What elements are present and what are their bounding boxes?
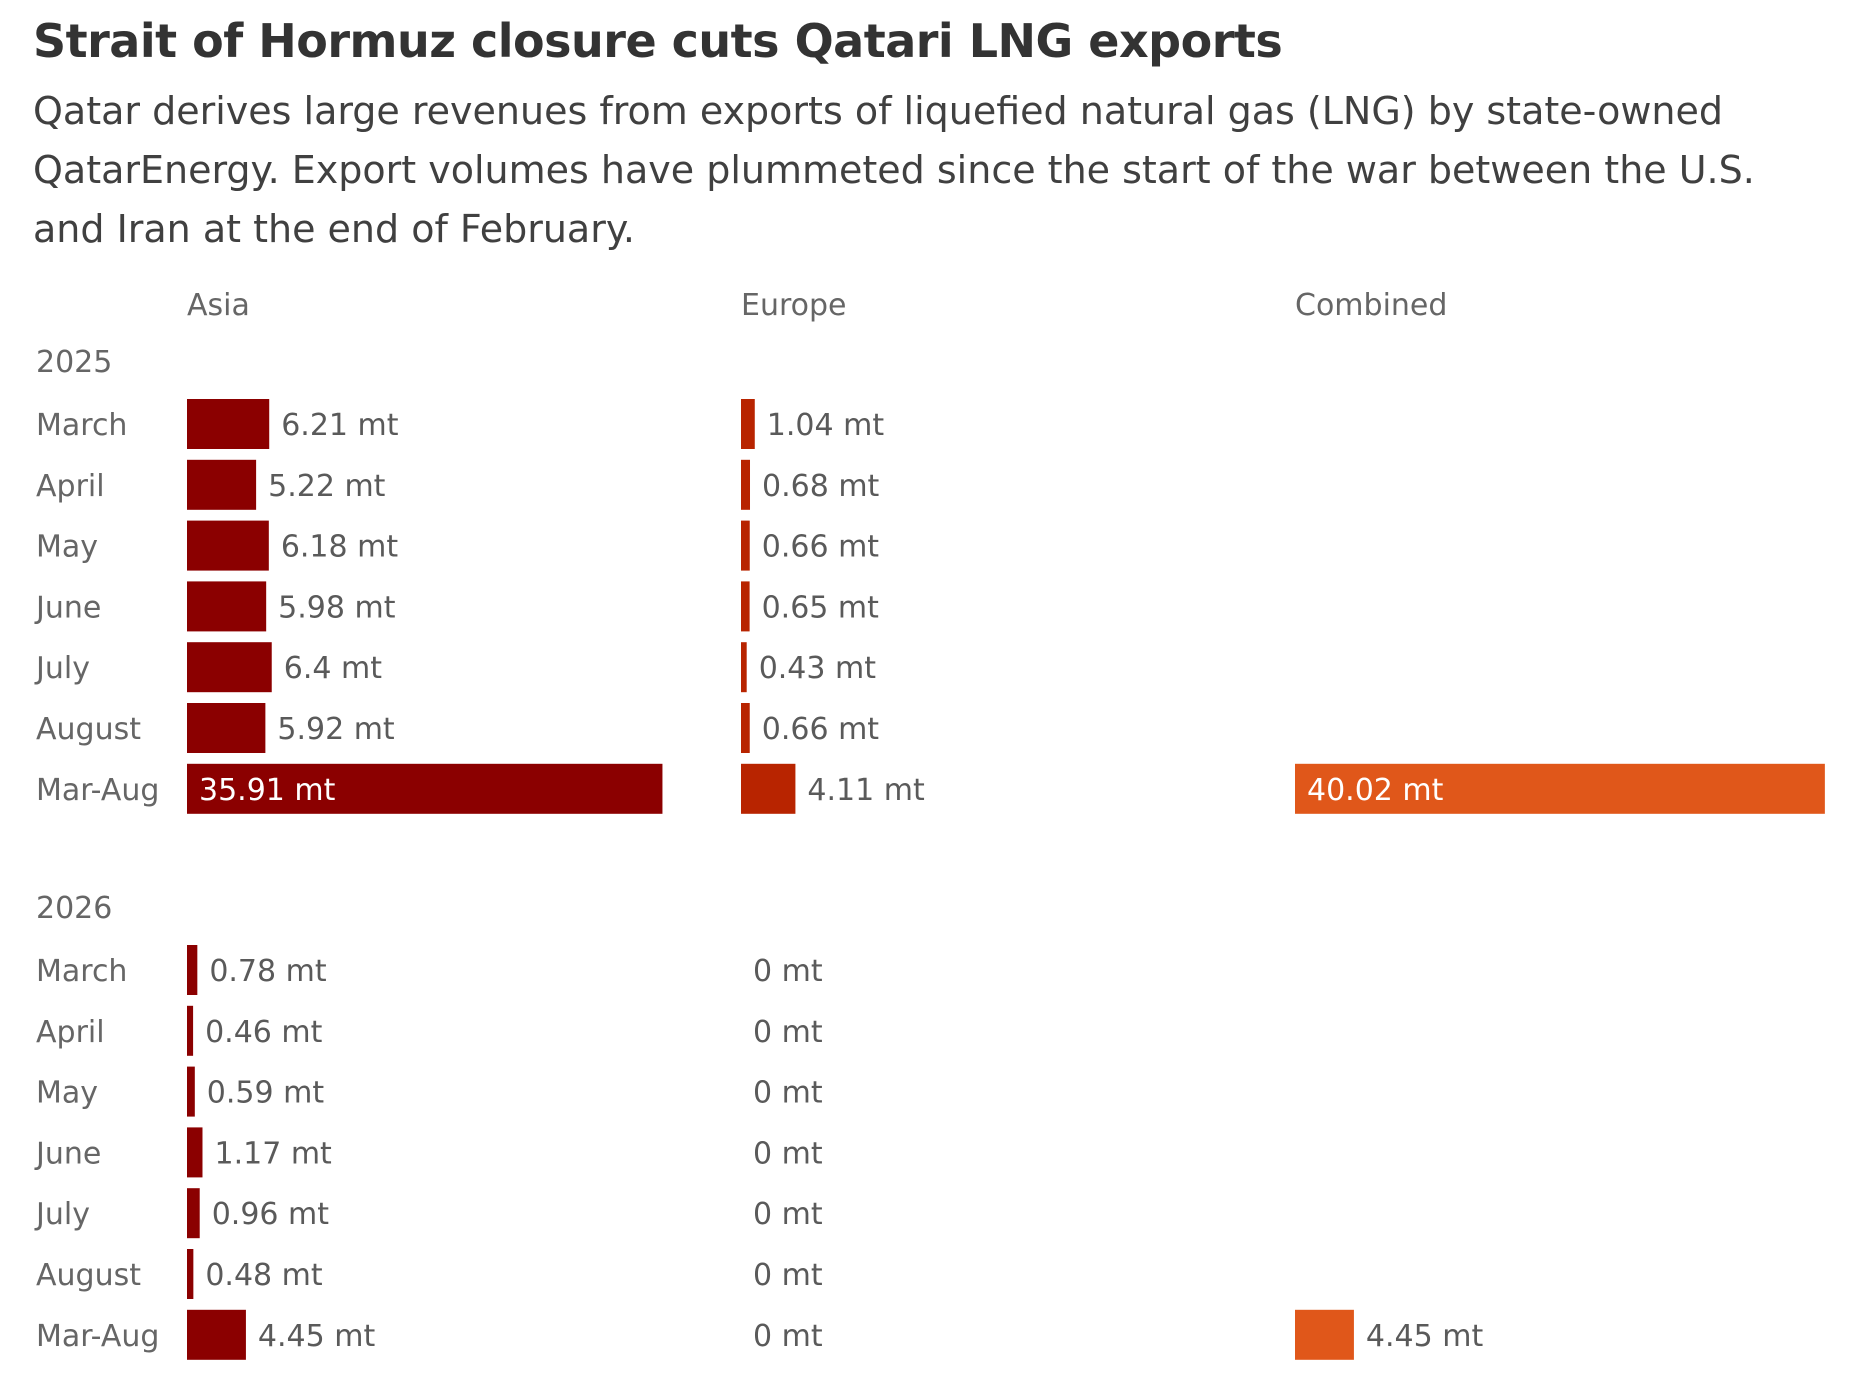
value-label-combined-2025-mar-aug: 40.02 mt — [1307, 773, 1444, 808]
value-label-asia-2026-july: 0.96 mt — [212, 1197, 330, 1232]
value-label-asia-2026-april: 0.46 mt — [205, 1015, 323, 1050]
row-label-2026-august: August — [36, 1258, 141, 1293]
value-label-asia-2025-mar-aug: 35.91 mt — [199, 773, 336, 808]
value-label-europe-2026-march: 0 mt — [753, 954, 823, 989]
row-label-2025-july: July — [34, 651, 90, 686]
bar-asia-2025-april — [187, 459, 257, 510]
bar-asia-2025-august — [187, 703, 266, 753]
row-label-2025-march: March — [36, 408, 127, 443]
value-label-europe-2025-mar-aug: 4.11 mt — [807, 773, 925, 808]
row-label-2025-august: August — [36, 712, 141, 747]
value-label-europe-2025-july: 0.43 mt — [759, 651, 877, 686]
bar-europe-2025-july — [741, 642, 747, 693]
value-label-europe-2026-may: 0 mt — [753, 1076, 823, 1111]
value-label-asia-2025-may: 6.18 mt — [281, 530, 399, 565]
value-label-europe-2025-april: 0.68 mt — [762, 469, 880, 504]
value-label-asia-2025-august: 5.92 mt — [277, 712, 395, 747]
value-label-asia-2026-august: 0.48 mt — [205, 1258, 323, 1293]
bar-combined-2026-mar-aug — [1295, 1309, 1354, 1360]
bar-combined-2025-mar-aug — [1295, 763, 1825, 814]
row-label-2025-mar-aug: Mar-Aug — [36, 773, 159, 808]
value-label-asia-2026-march: 0.78 mt — [209, 954, 327, 989]
value-label-combined-2026-mar-aug: 4.45 mt — [1366, 1319, 1484, 1354]
value-label-europe-2025-march: 1.04 mt — [767, 408, 885, 443]
bar-asia-2025-june — [187, 581, 267, 632]
bar-europe-2025-may — [741, 520, 750, 571]
chart-title: Strait of Hormuz closure cuts Qatari LNG… — [33, 14, 1283, 68]
bar-asia-2026-may — [187, 1066, 195, 1117]
year-label-2026: 2026 — [36, 891, 112, 926]
bar-asia-2025-march — [187, 399, 270, 449]
value-label-asia-2026-may: 0.59 mt — [207, 1076, 325, 1111]
bar-asia-2025-may — [187, 520, 269, 571]
bar-europe-2025-april — [741, 459, 751, 510]
value-label-asia-2026-june: 1.17 mt — [214, 1136, 332, 1171]
column-header-combined: Combined — [1295, 288, 1447, 323]
value-label-asia-2025-march: 6.21 mt — [281, 408, 399, 443]
bar-europe-2025-august — [741, 703, 750, 753]
value-label-europe-2026-august: 0 mt — [753, 1258, 823, 1293]
row-label-2026-april: April — [36, 1015, 105, 1050]
bar-asia-2025-mar-aug — [187, 763, 663, 814]
bar-asia-2026-march — [187, 945, 198, 995]
row-label-2026-june: June — [34, 1136, 101, 1171]
bar-asia-2026-june — [187, 1127, 203, 1178]
column-header-europe: Europe — [741, 288, 847, 323]
value-label-europe-2026-june: 0 mt — [753, 1136, 823, 1171]
bar-europe-2025-mar-aug — [741, 763, 796, 814]
column-header-asia: Asia — [187, 288, 250, 323]
bar-asia-2026-august — [187, 1249, 194, 1299]
value-label-europe-2025-august: 0.66 mt — [762, 712, 880, 747]
value-label-asia-2026-mar-aug: 4.45 mt — [258, 1319, 376, 1354]
value-label-europe-2026-mar-aug: 0 mt — [753, 1319, 823, 1354]
value-label-europe-2026-july: 0 mt — [753, 1197, 823, 1232]
value-label-asia-2025-april: 5.22 mt — [268, 469, 386, 504]
row-label-2025-june: June — [34, 590, 101, 625]
row-label-2025-april: April — [36, 469, 105, 504]
bar-asia-2026-july — [187, 1188, 200, 1239]
row-label-2025-may: May — [36, 530, 98, 565]
year-label-2025: 2025 — [36, 345, 112, 380]
value-label-europe-2025-may: 0.66 mt — [762, 530, 880, 565]
value-label-europe-2025-june: 0.65 mt — [762, 590, 880, 625]
bar-europe-2025-june — [741, 581, 750, 632]
bar-europe-2025-march — [741, 399, 755, 449]
bar-asia-2026-mar-aug — [187, 1309, 246, 1360]
row-label-2026-mar-aug: Mar-Aug — [36, 1319, 159, 1354]
bar-asia-2025-july — [187, 642, 272, 693]
value-label-asia-2025-july: 6.4 mt — [284, 651, 382, 686]
bar-asia-2026-april — [187, 1005, 194, 1056]
row-label-2026-may: May — [36, 1076, 98, 1111]
value-label-asia-2025-june: 5.98 mt — [278, 590, 396, 625]
row-label-2026-march: March — [36, 954, 127, 989]
chart-subtitle: Qatar derives large revenues from export… — [33, 89, 1755, 251]
value-label-europe-2026-april: 0 mt — [753, 1015, 823, 1050]
row-label-2026-july: July — [34, 1197, 90, 1232]
